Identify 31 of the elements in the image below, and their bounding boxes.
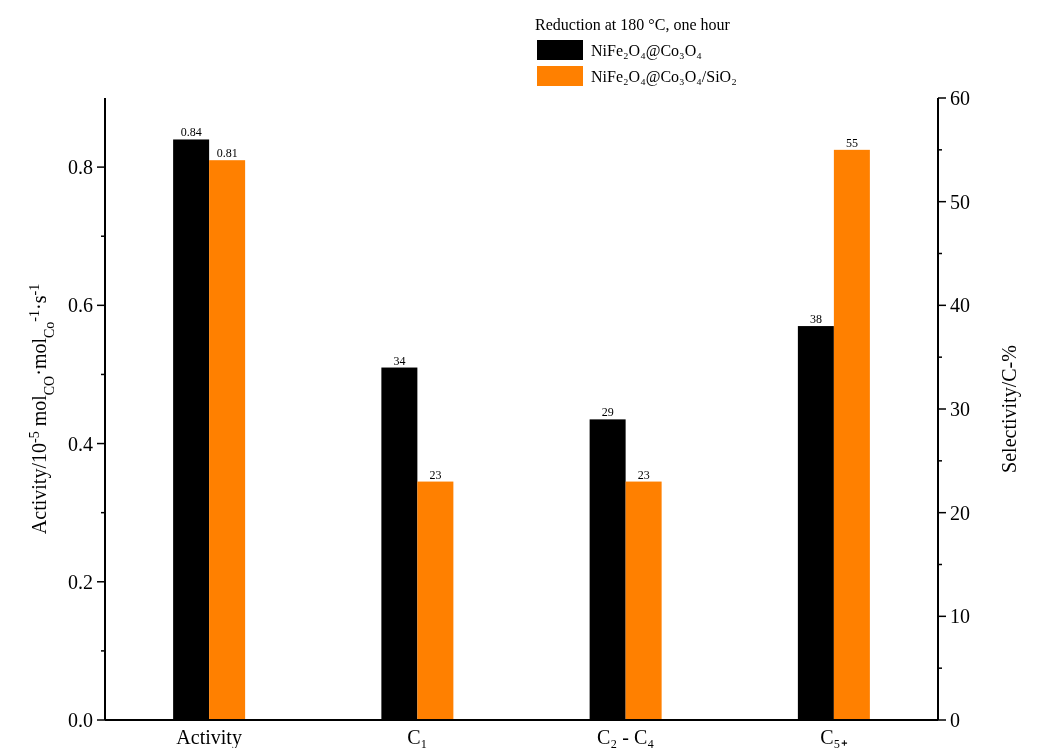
x-tick-label: C₅₊ xyxy=(820,726,848,748)
data-label: 55 xyxy=(845,135,858,150)
bar xyxy=(833,149,870,720)
y-tick-label: 0.4 xyxy=(68,432,93,455)
y2-axis-title: Selectivity/C-% xyxy=(998,345,1021,473)
y2-tick-label: 50 xyxy=(950,190,970,213)
y-tick-label: 0.0 xyxy=(68,709,93,731)
legend-label: NiFe₂O₄@Co₃O₄/SiO₂ xyxy=(591,67,737,86)
x-tick-label: C₂ - C₄ xyxy=(596,726,655,748)
y2-tick-label: 60 xyxy=(950,87,970,109)
y-tick-label: 0.8 xyxy=(68,156,93,179)
x-tick-label: C₁ xyxy=(407,726,428,748)
bar xyxy=(417,481,454,720)
data-label: 23 xyxy=(637,467,650,482)
y2-tick-label: 0 xyxy=(950,709,960,731)
y2-tick-label: 20 xyxy=(950,501,970,524)
data-label: 38 xyxy=(809,312,822,327)
data-label: 23 xyxy=(429,467,442,482)
y2-tick-label: 30 xyxy=(950,398,970,420)
data-label: 0.84 xyxy=(180,125,202,140)
legend-label: NiFe₂O₄@Co₃O₄ xyxy=(591,41,703,60)
data-label: 0.81 xyxy=(216,146,238,161)
y2-tick-label: 40 xyxy=(950,294,970,317)
legend-title: Reduction at 180 °C, one hour xyxy=(535,16,731,33)
y2-tick-label: 10 xyxy=(950,605,970,628)
y-tick-label: 0.6 xyxy=(68,294,93,317)
data-label: 29 xyxy=(601,405,614,420)
data-label: 34 xyxy=(393,353,406,368)
x-tick-label: Activity xyxy=(176,726,242,749)
bar xyxy=(625,481,662,720)
y-tick-label: 0.2 xyxy=(68,570,93,593)
